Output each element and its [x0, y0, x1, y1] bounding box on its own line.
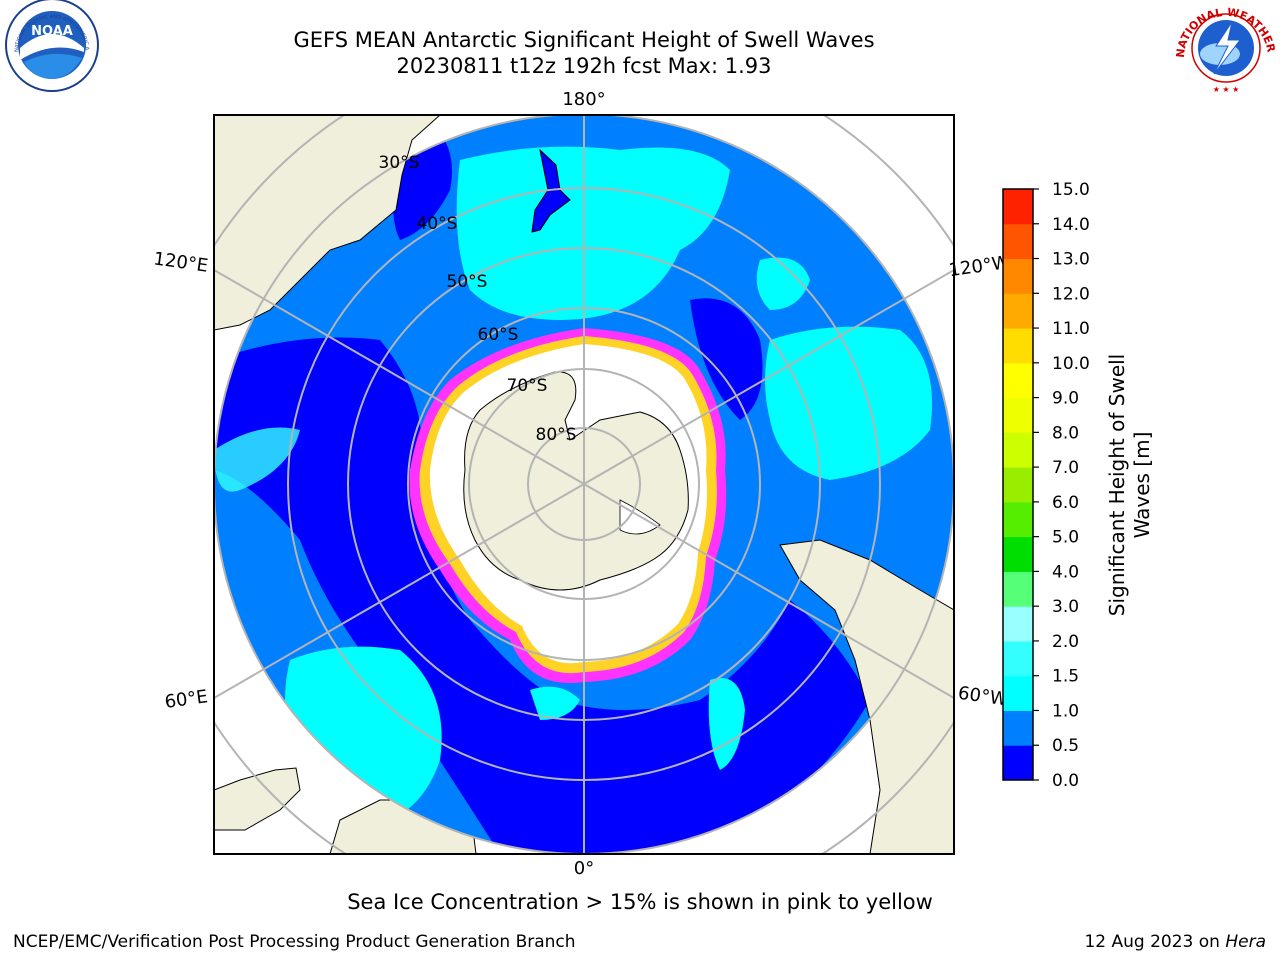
- lat-label-50s: 50°S: [447, 272, 488, 292]
- sea-ice-note: Sea Ice Concentration > 15% is shown in …: [347, 890, 933, 914]
- noaa-logo-text: NOAA: [31, 24, 73, 39]
- colorbar-tick-label: 11.0: [1052, 319, 1090, 339]
- footer-credit: NCEP/EMC/Verification Post Processing Pr…: [13, 932, 576, 952]
- colorbar-cell: [1003, 571, 1033, 607]
- colorbar-cell: [1003, 362, 1033, 399]
- colorbar-cell: [1003, 606, 1033, 642]
- colorbar-label-line1: Significant Height of Swell: [1105, 353, 1129, 617]
- colorbar-tick-label: 7.0: [1052, 458, 1079, 478]
- colorbar-cell: [1003, 640, 1033, 677]
- colorbar-tick-label: 3.0: [1052, 597, 1079, 617]
- nws-logo: NATIONAL WEATHER SERVICE ★ ★ ★: [0, 0, 1278, 94]
- colorbar-label-line2: Waves [m]: [1130, 431, 1154, 539]
- colorbar-cell: [1003, 432, 1033, 468]
- polar-map: 180° 0° 120°E 60°E 120°W 60°W 30°S 40°S …: [152, 89, 1011, 879]
- nws-ring-text: NATIONAL WEATHER SERVICE: [0, 0, 1278, 58]
- lat-label-30s: 30°S: [379, 153, 420, 173]
- colorbar-tick-label: 12.0: [1052, 284, 1090, 304]
- graticule: [214, 115, 954, 854]
- colorbar-cell: [1003, 710, 1033, 746]
- footer-date-text: 12 Aug 2023 on: [1084, 932, 1220, 952]
- colorbar-cell: [1003, 223, 1033, 260]
- colorbar-tick-label: 9.0: [1052, 389, 1079, 409]
- colorbar-tick-label: 14.0: [1052, 215, 1090, 235]
- colorbar-tick-label: 0.0: [1052, 771, 1079, 791]
- plot-subtitle: 20230811 t12z 192h fcst Max: 1.93: [396, 54, 772, 78]
- colorbar-cell: [1003, 328, 1033, 364]
- colorbar-cell: [1003, 258, 1033, 294]
- lon-label-0: 0°: [574, 858, 594, 879]
- lon-label-120w: 120°W: [947, 252, 1011, 281]
- plot-title: GEFS MEAN Antarctic Significant Height o…: [293, 28, 875, 52]
- lon-label-60e: 60°E: [163, 686, 209, 713]
- lat-label-80s: 80°S: [536, 425, 577, 445]
- lon-label-60w: 60°W: [957, 683, 1009, 711]
- colorbar-tick-label: 8.0: [1052, 423, 1079, 443]
- lat-label-60s: 60°S: [478, 325, 519, 345]
- colorbar-cell: [1003, 397, 1033, 433]
- colorbar-tick-label: 6.0: [1052, 493, 1079, 513]
- lat-label-70s: 70°S: [507, 376, 548, 396]
- colorbar-cell: [1003, 675, 1033, 711]
- footer-date: 12 Aug 2023 on Hera: [1084, 932, 1266, 952]
- colorbar-frame: [1002, 188, 1034, 781]
- colorbar-tick-label: 10.0: [1052, 354, 1090, 374]
- colorbar-cell: [1003, 293, 1033, 329]
- colorbar-tick-label: 13.0: [1052, 250, 1090, 270]
- colorbar-cell: [1003, 467, 1033, 503]
- colorbar: 0.0 0.5 1.0 1.5 2.0 3.0 4.0 5.0 6.0 7.0 8.0 9.0 10.0…: [1002, 180, 1090, 791]
- colorbar-tick-label: 5.0: [1052, 528, 1079, 548]
- lat-label-40s: 40°S: [417, 214, 458, 234]
- lon-label-120e: 120°E: [152, 248, 209, 276]
- colorbar-cell: [1003, 501, 1033, 538]
- colorbar-tick-label: 1.5: [1052, 667, 1079, 687]
- colorbar-cell: [1003, 536, 1033, 572]
- colorbar-tick-label: 4.0: [1052, 562, 1079, 582]
- map-frame: [213, 114, 955, 855]
- colorbar-tick-label: 0.5: [1052, 736, 1079, 756]
- lon-label-180: 180°: [562, 89, 605, 110]
- colorbar-tick-label: 2.0: [1052, 632, 1079, 652]
- colorbar-cell: [1003, 745, 1033, 781]
- svg-text:NATIONAL WEATHER SERVICE: NATIONAL WEATHER SERVICE: [0, 0, 1278, 58]
- colorbar-cell: [1003, 189, 1033, 225]
- footer-machine: Hera: [1225, 932, 1266, 952]
- noaa-logo: NOAA NATIONAL OCEANIC AND ATMOSPHERIC AD…: [0, 0, 99, 92]
- svg-text:★ ★ ★: ★ ★ ★: [1213, 85, 1240, 94]
- colorbar-tick-label: 1.0: [1052, 701, 1079, 721]
- colorbar-tick-label: 15.0: [1052, 180, 1090, 200]
